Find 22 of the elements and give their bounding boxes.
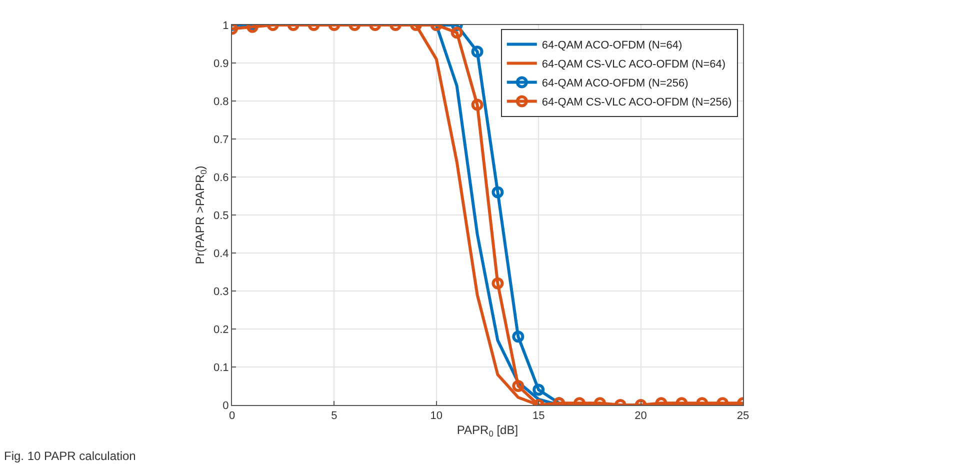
legend-label: 64-QAM CS-VLC ACO-OFDM (N=256) xyxy=(542,96,732,109)
y-tick-label: 0 xyxy=(222,400,229,412)
x-axis-title: PAPR$_{0}$ [dB] xyxy=(456,423,518,439)
y-tick-label: 0.4 xyxy=(214,248,229,260)
y-tick-label: 0.1 xyxy=(214,362,229,374)
y-tick-label: 0.2 xyxy=(214,324,229,336)
x-tick-label: 10 xyxy=(430,410,443,422)
y-tick-label: 0.3 xyxy=(214,286,229,298)
legend-label: 64-QAM ACO-OFDM (N=64) xyxy=(542,40,682,52)
y-tick-label: 0.8 xyxy=(214,96,229,108)
y-tick-label: 0.7 xyxy=(214,134,229,146)
x-tick-label: 5 xyxy=(331,410,338,422)
x-tick-label: 20 xyxy=(634,410,647,422)
x-tick-label: 15 xyxy=(532,410,545,422)
y-tick-label: 0.6 xyxy=(214,172,229,184)
y-tick-label: 0.5 xyxy=(214,210,229,222)
legend-label: 64-QAM ACO-OFDM (N=256) xyxy=(542,78,688,90)
y-tick-label: 0.9 xyxy=(214,58,229,70)
legend-label: 64-QAM CS-VLC ACO-OFDM (N=64) xyxy=(542,58,726,71)
caption: Fig. 10 PAPR calculation xyxy=(4,449,136,463)
x-tick-label: 25 xyxy=(736,410,750,422)
y-tick-label: 1 xyxy=(222,20,229,32)
